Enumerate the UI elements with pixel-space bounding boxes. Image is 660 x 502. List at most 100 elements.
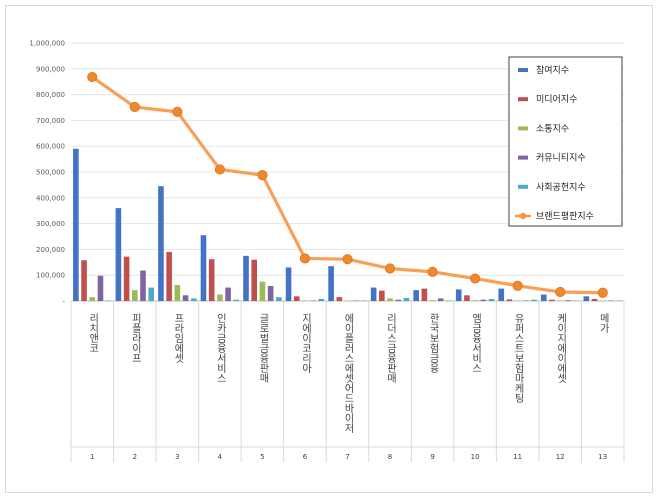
line-point [597, 287, 608, 298]
bar-사회공헌지수 [446, 300, 452, 301]
category-index: 8 [388, 453, 392, 461]
bar-미디어지수 [123, 256, 130, 301]
legend-label: 소통지수 [536, 123, 569, 134]
bar-사회공헌지수 [616, 300, 622, 301]
bar-미디어지수 [379, 290, 385, 301]
bar-커뮤니티지수 [352, 300, 359, 301]
legend-box [508, 56, 623, 227]
category-index: 7 [345, 453, 349, 461]
category-index: 6 [303, 453, 308, 461]
bar-소통지수 [89, 297, 96, 301]
bar-미디어지수 [293, 296, 300, 301]
bar-참여지수 [200, 235, 207, 301]
y-tick-label: 600,000 [36, 143, 65, 151]
y-tick-label: 400,000 [36, 194, 65, 202]
legend-swatch [518, 155, 528, 160]
category-label: 에이플러스에셋어드바이저 [342, 313, 354, 434]
y-axis: - 100,000 200,000 300,000 400,000 500,000 600,… [29, 40, 65, 306]
bar-소통지수 [132, 290, 138, 301]
bar-미디어지수 [464, 295, 470, 301]
bar-커뮤니티지수 [565, 300, 572, 301]
bar-사회공헌지수 [318, 298, 325, 301]
legend-swatch [518, 126, 528, 131]
line-point [342, 254, 353, 265]
bar-미디어지수 [251, 259, 258, 301]
bar-참여지수 [328, 266, 334, 301]
category-index: 9 [430, 453, 434, 461]
line-point [470, 273, 481, 284]
y-tick-label: - [62, 298, 65, 306]
line-series [87, 71, 608, 298]
bar-사회공헌지수 [531, 299, 537, 301]
y-tick-label: 500,000 [36, 169, 65, 177]
bar-커뮤니티지수 [480, 299, 487, 301]
bar-미디어지수 [208, 259, 215, 301]
bar-series [73, 148, 622, 301]
category-label: 인카금융서비스 [214, 313, 226, 383]
category-label: 메가 [597, 313, 609, 334]
bar-참여지수 [413, 290, 419, 301]
line-point [172, 106, 183, 117]
bar-참여지수 [583, 296, 590, 301]
bar-소통지수 [344, 300, 351, 301]
category-index: 4 [218, 453, 223, 461]
legend-swatch [518, 184, 528, 189]
category-label: 유퍼스트보험마케팅 [512, 313, 524, 403]
line-point [384, 263, 396, 274]
category-label: 엠금융서비스 [470, 313, 482, 373]
bar-커뮤니티지수 [140, 270, 146, 301]
legend-label: 브랜드평판지수 [536, 211, 594, 222]
line-point [299, 253, 311, 264]
bar-사회공헌지수 [148, 287, 155, 301]
category-label: 케이지에이에셋 [555, 313, 567, 383]
bar-미디어지수 [506, 299, 513, 301]
bar-소통지수 [259, 281, 266, 301]
bar-소통지수 [217, 294, 223, 301]
bar-참여지수 [285, 267, 292, 301]
bar-사회공헌지수 [403, 297, 410, 301]
line-point [512, 280, 523, 291]
bar-참여지수 [455, 289, 462, 301]
bar-사회공헌지수 [488, 298, 495, 301]
bar-커뮤니티지수 [97, 275, 104, 301]
bar-소통지수 [514, 300, 521, 301]
category-label: 글로벌금융판매 [257, 313, 269, 384]
legend-label: 커뮤니티지수 [536, 153, 586, 164]
x-axis: 리치앤코 1 피플라이프 2 프라임에셋 3 인카금융서비스 4 글로벌금융판매 5 지에이코리아 6… [70, 301, 625, 462]
category-index: 11 [513, 453, 522, 461]
bar-참여지수 [498, 288, 505, 301]
legend-swatch [518, 68, 528, 72]
category-index: 2 [133, 453, 137, 461]
y-tick-label: 200,000 [36, 246, 65, 254]
bar-미디어지수 [421, 288, 428, 301]
bar-사회공헌지수 [233, 299, 240, 301]
y-tick-label: 1,000,000 [29, 40, 65, 48]
bar-참여지수 [370, 287, 377, 301]
bar-커뮤니티지수 [437, 298, 444, 301]
legend-label: 미디어지수 [536, 94, 577, 105]
category-index: 5 [260, 453, 264, 461]
line-point [427, 266, 438, 277]
bar-커뮤니티지수 [608, 300, 614, 301]
bar-사회공헌지수 [276, 297, 282, 301]
category-index: 1 [90, 453, 94, 461]
line-point [214, 164, 225, 175]
category-label: 리치앤코 [87, 313, 99, 353]
y-tick-label: 100,000 [36, 272, 65, 280]
bar-참여지수 [158, 186, 164, 301]
y-tick-label: 700,000 [36, 117, 65, 125]
bar-소통지수 [429, 300, 436, 301]
bar-소통지수 [302, 300, 308, 301]
category-label: 지에이코리아 [299, 313, 311, 374]
legend-swatch [518, 97, 528, 102]
bar-사회공헌지수 [190, 298, 197, 301]
y-tick-label: 300,000 [36, 220, 65, 228]
bar-커뮤니티지수 [523, 300, 529, 301]
bar-소통지수 [387, 298, 393, 301]
category-index: 12 [556, 453, 565, 461]
y-tick-label: 900,000 [36, 65, 65, 73]
bar-사회공헌지수 [105, 300, 112, 301]
category-index: 3 [175, 453, 179, 461]
category-label: 리더스금융판매 [385, 313, 397, 384]
